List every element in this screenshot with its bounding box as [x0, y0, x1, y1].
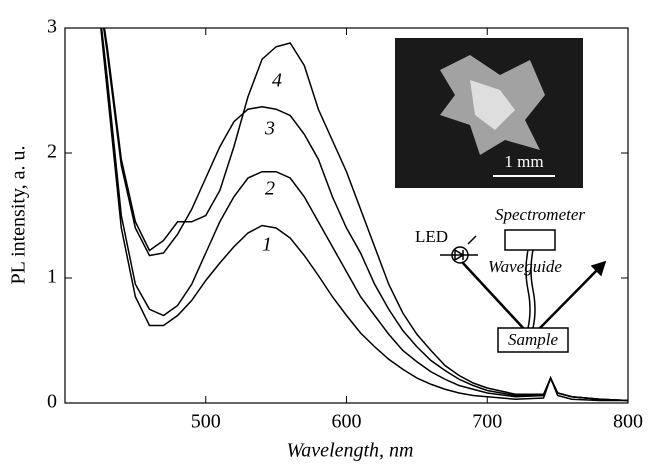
- line-series: [102, 28, 628, 402]
- y-tick-label: 2: [47, 141, 57, 163]
- curve-label: 2: [265, 178, 275, 200]
- y-tick-label: 3: [47, 16, 57, 38]
- curve-label: 4: [272, 70, 282, 92]
- x-tick-label: 500: [191, 411, 221, 433]
- y-tick-label: 1: [47, 266, 57, 288]
- x-tick-label: 700: [472, 411, 502, 433]
- plot-lines: [100, 28, 628, 402]
- line-series: [103, 28, 628, 402]
- x-axis-label: Wavelength, nm: [286, 440, 413, 462]
- line-series: [100, 28, 628, 402]
- schematic: [440, 229, 607, 353]
- y-axis-label: PL intensity, a. u.: [8, 145, 30, 284]
- x-tick-label: 600: [332, 411, 362, 433]
- schematic-label: Spectrometer: [495, 205, 585, 224]
- curve-label: 3: [264, 118, 275, 140]
- scale-label: 1 mm: [504, 152, 543, 171]
- schematic-label: Sample: [508, 330, 559, 349]
- x-tick-label: 800: [613, 411, 643, 433]
- curve-label: 1: [262, 234, 272, 256]
- schematic-label: Waveguide: [488, 257, 562, 276]
- inset-photo: [395, 38, 583, 188]
- schematic-label: LED: [415, 227, 448, 246]
- y-tick-label: 0: [47, 391, 57, 413]
- line-series: [100, 28, 628, 402]
